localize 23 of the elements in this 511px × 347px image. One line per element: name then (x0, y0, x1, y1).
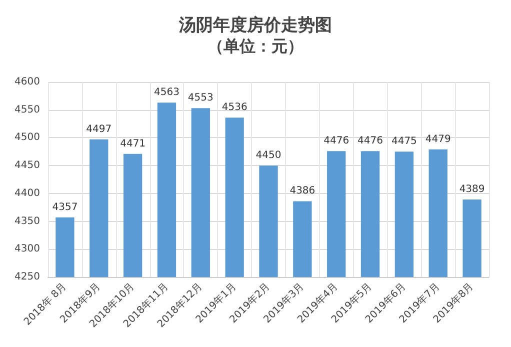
data-label: 4386 (290, 186, 316, 197)
y-tick-label: 4450 (14, 160, 40, 172)
data-label: 4450 (256, 150, 282, 162)
data-label: 4475 (391, 136, 417, 148)
chart-subtitle: （单位：元） (208, 36, 304, 56)
data-label: 4357 (52, 202, 78, 213)
data-label: 4471 (120, 138, 146, 150)
data-label: 4479 (425, 134, 451, 145)
data-label: 4476 (358, 136, 383, 147)
data-label: 4536 (222, 102, 248, 114)
data-label: 4497 (86, 124, 112, 135)
y-tick-label: 4300 (14, 244, 40, 255)
y-tick-label: 4500 (14, 132, 40, 144)
y-tick-label: 4600 (14, 76, 40, 88)
y-tick-label: 4250 (14, 272, 40, 282)
y-tick-label: 4350 (14, 216, 40, 227)
data-label: 4476 (324, 136, 350, 147)
y-tick-label: 4550 (14, 104, 40, 116)
y-tick-label: 4400 (14, 188, 40, 199)
data-label: 4563 (154, 87, 180, 98)
chart-title: 汤阴年度房价走势图 (178, 16, 332, 36)
data-label: 4553 (188, 92, 214, 104)
data-label: 4389 (459, 184, 485, 196)
